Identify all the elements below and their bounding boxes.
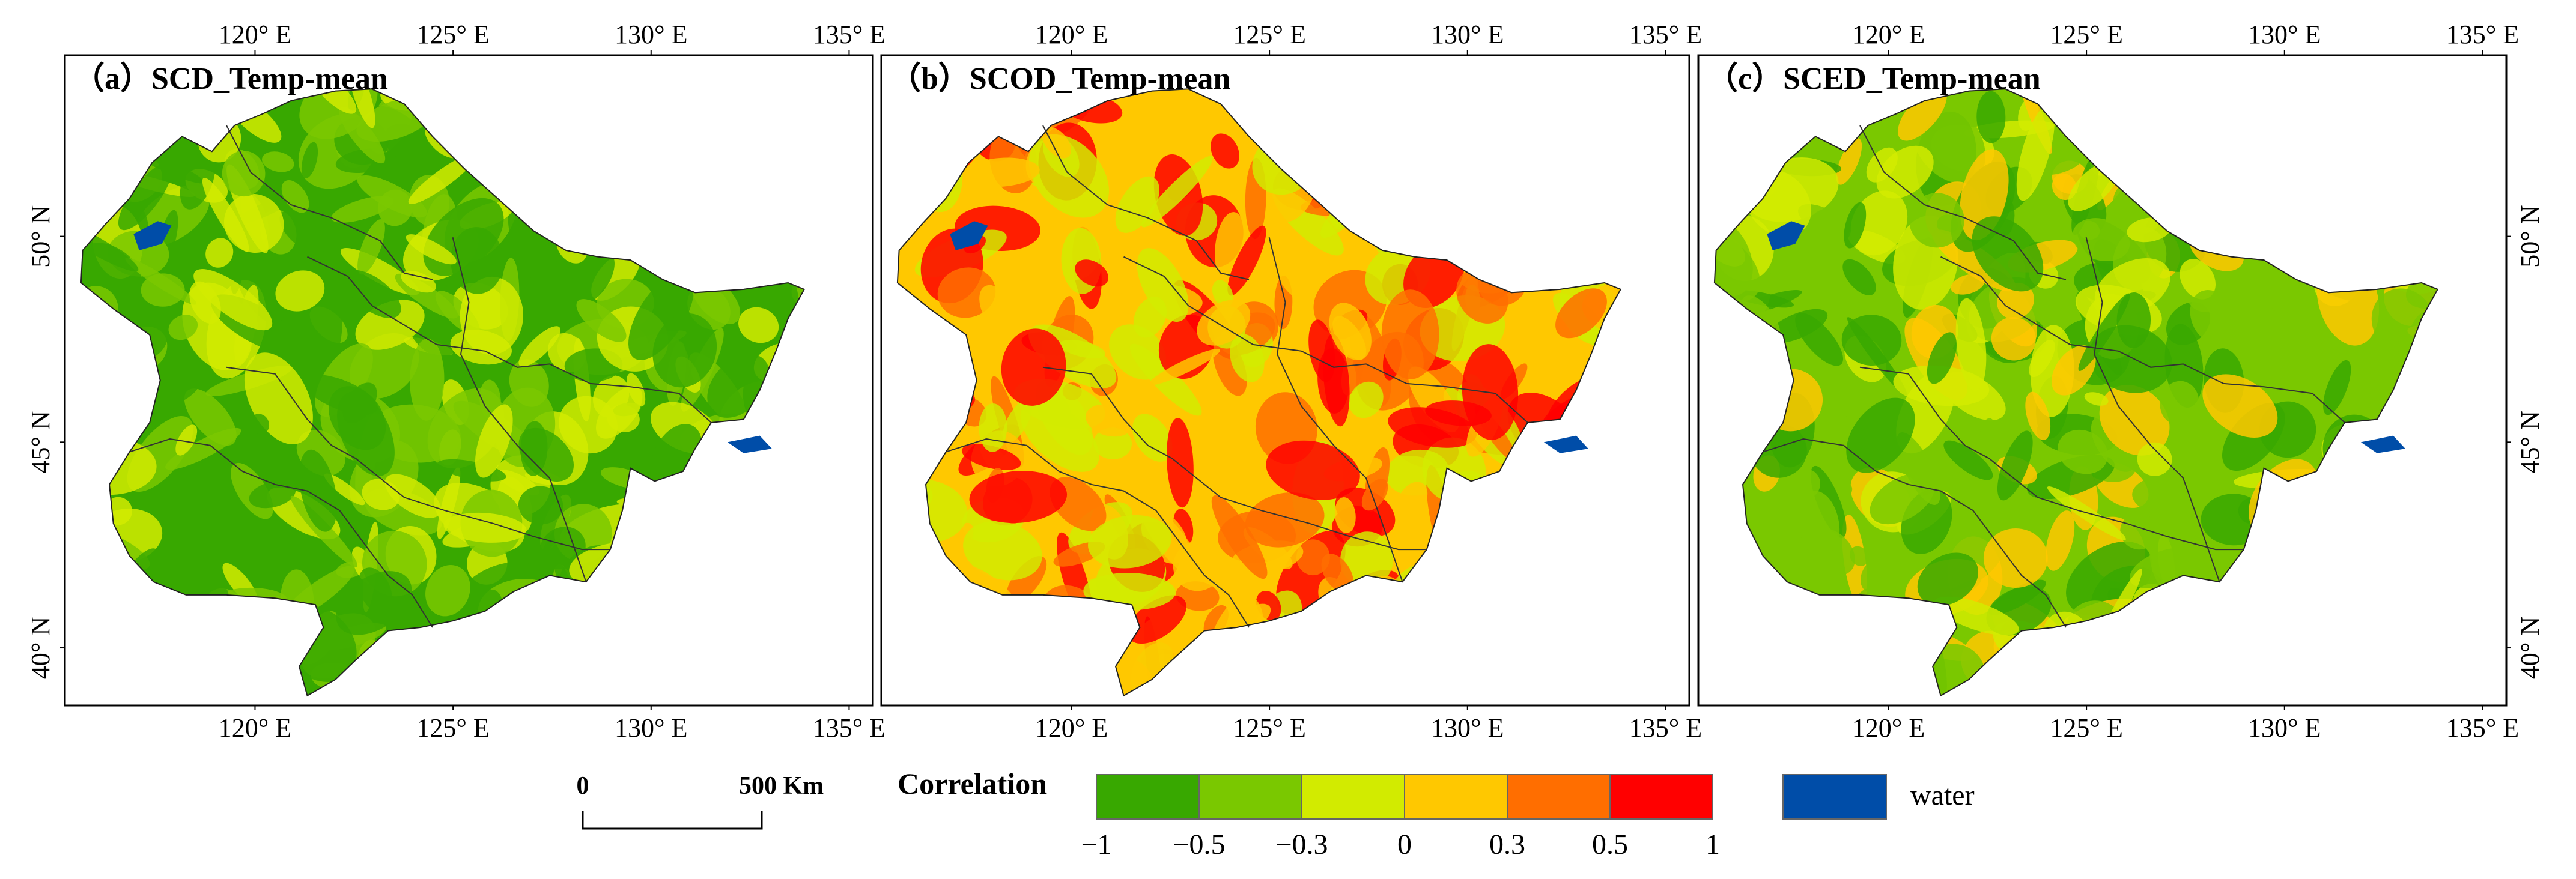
region-outline [896,88,1622,697]
scale-bar: 0 500 Km [577,772,824,830]
correlation-break-label: −0.5 [1173,829,1225,860]
province-border [1042,366,1427,551]
x-tick-label-top: 120° E [1035,20,1108,49]
correlation-break-label: 0.5 [1592,829,1628,860]
x-tick-label-bottom: 130° E [1431,713,1504,743]
water-legend-label: water [1910,779,1975,811]
x-tick-label-top: 120° E [219,20,291,49]
water-body [1543,435,1588,453]
map-panels: （a）SCD_Temp-mean 120° E 120° E 125° E 125° E… [26,20,2545,743]
province-border [2085,237,2220,582]
x-tick-label-bottom: 135° E [813,713,886,743]
map-frame [1697,54,2508,707]
y-tick-label-right: 50° N [2515,205,2545,267]
province-border [129,438,433,628]
water-body [950,221,988,250]
x-tick-label-bottom: 125° E [2050,713,2122,743]
map-frame [64,54,874,707]
scale-bar-start-label: 0 [577,772,589,800]
map-panel-a: （a）SCD_Temp-mean 120° E 120° E 125° E 125° E… [26,20,886,743]
x-tick-label-top: 135° E [813,20,886,49]
correlation-color-ramp [1096,774,1713,820]
x-tick-label-top: 120° E [1852,20,1925,49]
region-outline [1713,88,2439,697]
x-tick-label-bottom: 130° E [2248,713,2321,743]
province-border [1763,438,2067,628]
x-tick-label-top: 125° E [1233,20,1305,49]
water-body [133,221,172,250]
water-body [2360,435,2405,453]
x-tick-label-bottom: 120° E [1035,713,1108,743]
x-tick-label-bottom: 135° E [2446,713,2519,743]
correlation-swatch [1198,774,1302,820]
x-tick-label-bottom: 120° E [1852,713,1925,743]
y-tick-label-right: 45° N [2515,411,2545,473]
y-tick-label-right: 40° N [2515,617,2545,679]
province-border [1859,125,2067,280]
panel-title: （c）SCED_Temp-mean [1707,61,2041,96]
province-border [1123,256,1528,423]
x-tick-label-top: 135° E [2446,20,2519,49]
province-border [307,256,712,423]
correlation-swatch [1301,774,1405,820]
x-tick-label-top: 130° E [1431,20,1504,49]
province-border [1859,366,2244,551]
x-tick-label-top: 135° E [1629,20,1702,49]
province-border [946,438,1250,628]
map-panel-b: （b）SCOD_Temp-mean 120° E 120° E 125° E 125° … [880,20,1702,743]
water-legend-swatch [1782,774,1887,820]
correlation-swatch [1507,774,1611,820]
correlation-break-label: 0.3 [1489,829,1525,860]
province-border [1042,125,1250,280]
province-border [226,366,610,551]
correlation-swatch [1609,774,1713,820]
region-outline [80,88,806,697]
province-border [1268,237,1403,582]
province-border [452,237,587,582]
correlation-break-label: 0 [1397,829,1412,860]
correlation-break-label: −1 [1081,829,1111,860]
x-tick-label-bottom: 120° E [219,713,291,743]
x-tick-label-bottom: 135° E [1629,713,1702,743]
province-border [226,125,433,280]
x-tick-label-top: 125° E [416,20,489,49]
panel-title: （b）SCOD_Temp-mean [890,61,1230,96]
map-panel-c: （c）SCED_Temp-mean 120° E 120° E 125° E 125° … [1697,20,2545,743]
correlation-legend-title: Correlation [898,767,1047,800]
correlation-break-labels: −1 −0.5 −0.3 0 0.3 0.5 1 [1081,829,1720,860]
map-frame [880,54,1690,707]
correlation-swatch [1404,774,1508,820]
x-tick-label-bottom: 125° E [416,713,489,743]
x-tick-label-bottom: 125° E [1233,713,1305,743]
province-border [1940,256,2345,423]
correlation-swatch [1096,774,1200,820]
y-tick-label-left: 50° N [26,205,55,267]
y-tick-label-left: 40° N [26,617,55,679]
scale-bar-end-label: 500 Km [739,772,824,800]
panel-title: （a）SCD_Temp-mean [73,61,388,96]
correlation-break-label: −0.3 [1275,829,1328,860]
water-body [727,435,772,453]
water-body [1767,221,1805,250]
x-tick-label-bottom: 130° E [615,713,687,743]
y-tick-label-left: 45° N [26,411,55,473]
correlation-break-label: 1 [1706,829,1720,860]
x-tick-label-top: 130° E [2248,20,2321,49]
legend: 0 500 Km Correlation −1 −0.5 −0.3 0 0.3 0.5 1 … [577,767,1975,860]
x-tick-label-top: 125° E [2050,20,2122,49]
x-tick-label-top: 130° E [615,20,687,49]
